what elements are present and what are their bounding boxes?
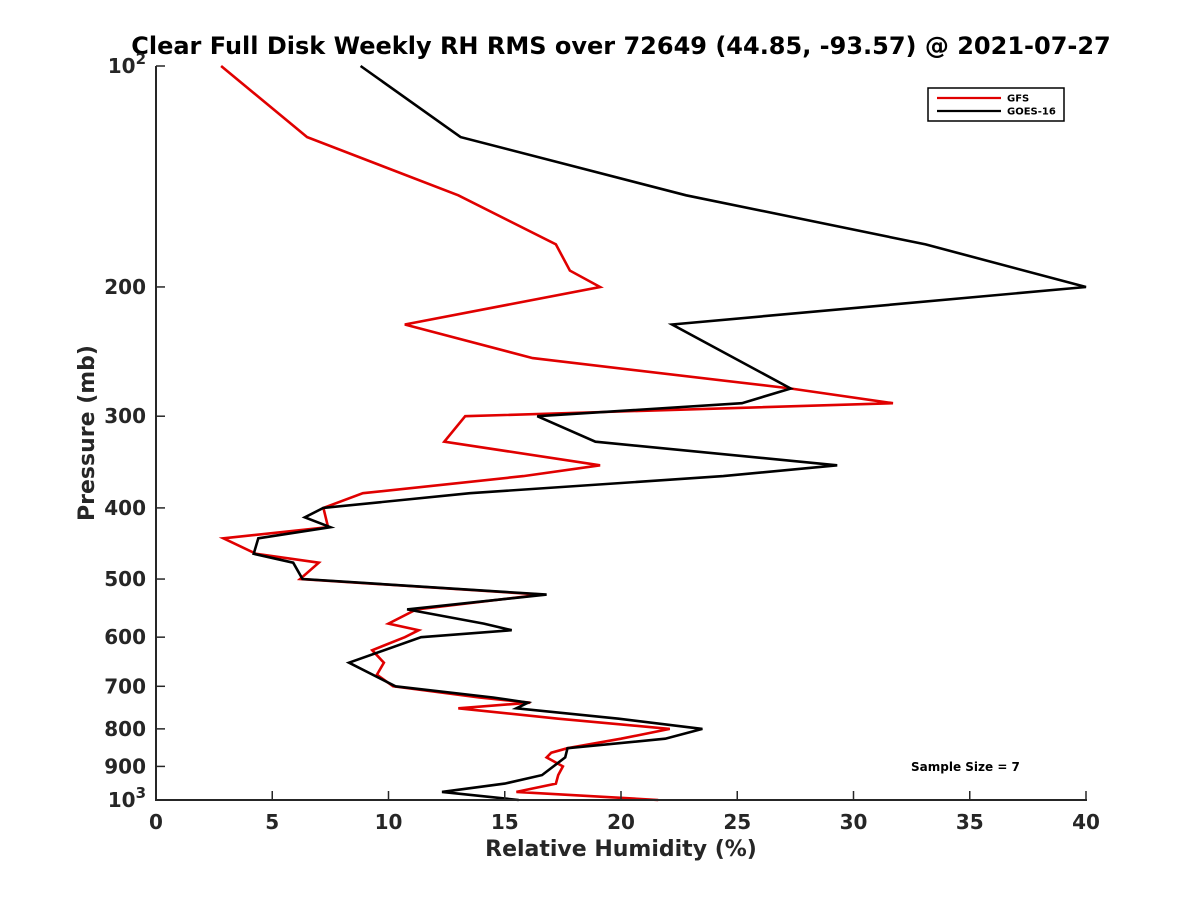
plot-lines: [218, 64, 1087, 802]
y-axis-ticks: 102 200 300 400 500 600 700 800 900 103: [104, 50, 165, 812]
x-tick-label: 20: [607, 810, 635, 834]
x-tick-label: 15: [491, 810, 519, 834]
y-tick-label: 200: [104, 275, 146, 299]
y-tick-label: 400: [104, 496, 146, 520]
y-tick-label: 500: [104, 567, 146, 591]
y-tick-label: 600: [104, 625, 146, 649]
y-tick-label: 300: [104, 404, 146, 428]
x-tick-label: 25: [723, 810, 751, 834]
legend: GFS GOES-16: [927, 87, 1065, 122]
legend-label-goes16: GOES-16: [1007, 107, 1056, 118]
legend-label-gfs: GFS: [1007, 94, 1029, 105]
chart-title: Clear Full Disk Weekly RH RMS over 72649…: [131, 32, 1111, 60]
x-tick-label: 5: [265, 810, 279, 834]
y-tick-label: 800: [104, 717, 146, 741]
y-axis-label: Pressure (mb): [75, 345, 100, 521]
x-tick-label: 35: [956, 810, 984, 834]
x-tick-label: 30: [840, 810, 868, 834]
x-tick-label: 40: [1072, 810, 1100, 834]
series-line-gfs: [218, 64, 894, 802]
legend-box: [927, 87, 1065, 122]
x-axis-label: Relative Humidity (%): [485, 837, 757, 862]
series-line-goes16: [252, 64, 1087, 802]
x-tick-label: 10: [375, 810, 403, 834]
y-tick-label: 700: [104, 674, 146, 698]
y-tick-label: 900: [104, 754, 146, 778]
y-tick-label: 103: [108, 784, 146, 812]
x-axis-ticks: 0 5 10 15 20 25 30 35 40: [149, 791, 1100, 834]
x-tick-label: 0: [149, 810, 163, 834]
sample-size-annotation: Sample Size = 7: [911, 760, 1020, 774]
y-tick-label: 102: [108, 50, 146, 78]
